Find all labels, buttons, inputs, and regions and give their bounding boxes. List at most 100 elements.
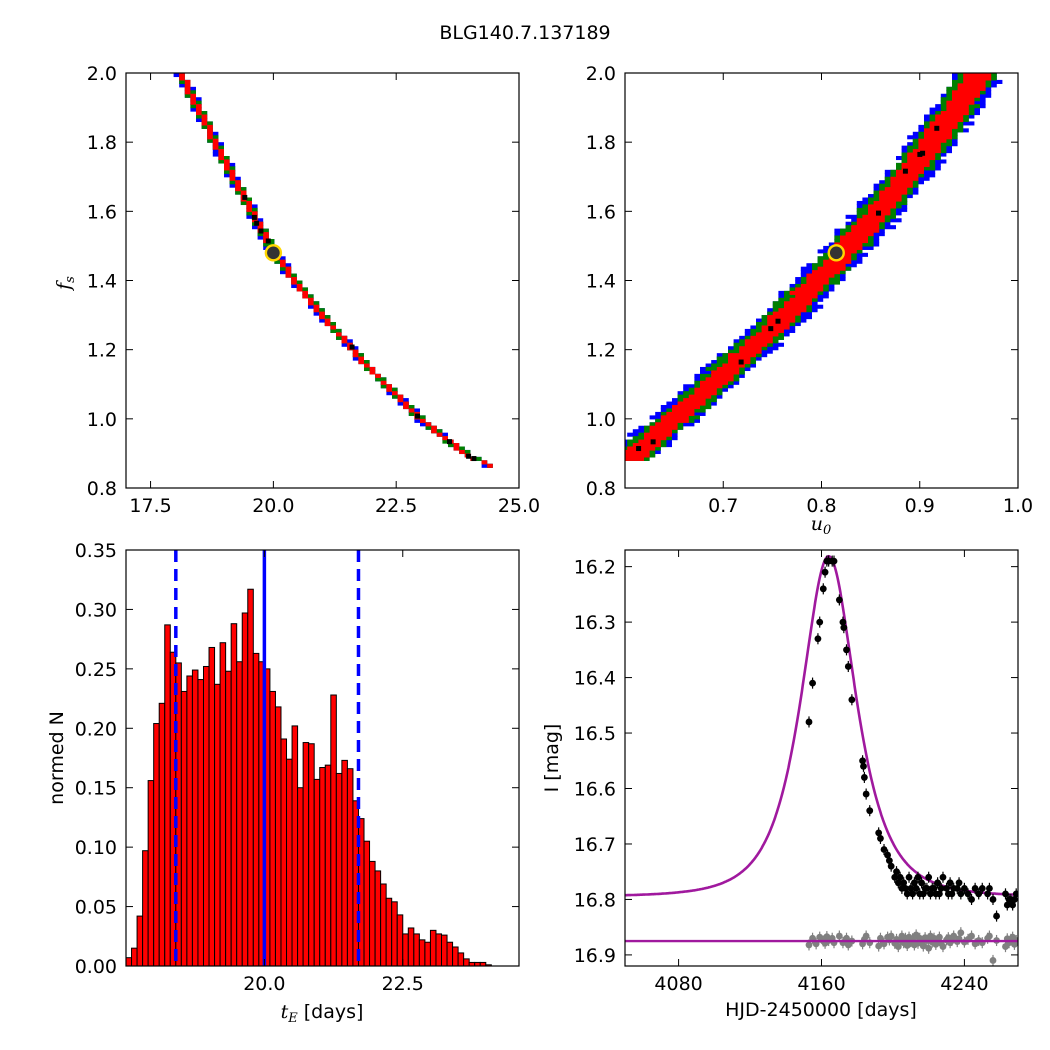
histogram-bar bbox=[252, 652, 260, 967]
heatmap-cell bbox=[896, 173, 919, 178]
histogram-bar bbox=[230, 623, 238, 967]
heatmap-cell bbox=[683, 398, 706, 403]
sample-point bbox=[917, 151, 923, 157]
heatmap-cell bbox=[800, 283, 824, 289]
data-point bbox=[880, 846, 888, 853]
heatmap-cell bbox=[184, 90, 191, 95]
heatmap-cell bbox=[873, 200, 896, 206]
histogram-bar bbox=[269, 690, 276, 967]
y-axis-label: I [mag] bbox=[541, 724, 563, 793]
histogram-bar bbox=[197, 679, 204, 967]
data-point bbox=[860, 762, 867, 770]
heatmap-cell bbox=[352, 353, 359, 358]
sample-point bbox=[471, 456, 477, 462]
heatmap-cell bbox=[184, 79, 191, 84]
data-point bbox=[989, 896, 997, 903]
heatmap-cell bbox=[840, 235, 868, 240]
heatmap-cell bbox=[784, 301, 812, 306]
sample-point bbox=[920, 150, 926, 156]
y-tick-label: 1.4 bbox=[87, 271, 117, 293]
heatmap-cell bbox=[313, 304, 320, 309]
heatmap-cell bbox=[179, 79, 191, 84]
heatmap-cell bbox=[778, 308, 807, 313]
heatmap-cell bbox=[728, 353, 756, 358]
residual-point bbox=[862, 932, 870, 940]
heatmap-cell bbox=[660, 415, 689, 420]
histogram-bar bbox=[297, 787, 304, 967]
heatmap-cell bbox=[806, 273, 835, 278]
heatmap-cell bbox=[229, 176, 236, 181]
heatmap-cell bbox=[291, 277, 297, 282]
histogram-bar bbox=[208, 646, 216, 967]
panel-lightcurve: 4080 4160 4240 16.2 16.3 16.4 16.5 16.6 16.7 16.8… bbox=[541, 549, 1019, 1021]
data-point bbox=[835, 596, 843, 604]
heatmap-cell bbox=[638, 439, 661, 444]
residual-point bbox=[887, 932, 895, 940]
y-tick-label: 0.00 bbox=[75, 956, 117, 978]
heatmap-cell bbox=[302, 290, 308, 295]
heatmap-cell bbox=[179, 76, 185, 81]
heatmap-cell bbox=[862, 214, 885, 219]
y-tick-label: 1.4 bbox=[586, 271, 616, 293]
y-tick-label: 2.0 bbox=[586, 63, 616, 85]
heatmap-cell bbox=[212, 138, 219, 143]
histogram-bar bbox=[125, 957, 133, 967]
sample-point bbox=[258, 228, 264, 234]
heatmap-cell bbox=[840, 239, 868, 244]
y-tick-label: 1.8 bbox=[87, 132, 117, 154]
heatmap-cell bbox=[789, 290, 818, 295]
histogram-bar bbox=[341, 759, 348, 967]
data-point bbox=[839, 618, 847, 626]
heatmap-cell bbox=[459, 449, 465, 455]
histogram-bar bbox=[374, 870, 382, 967]
data-point bbox=[946, 879, 954, 887]
sample-point bbox=[265, 238, 271, 244]
heatmap-cell bbox=[207, 128, 213, 133]
heatmap-cell bbox=[196, 111, 202, 116]
heatmap-cell bbox=[924, 131, 952, 136]
heatmap-cell bbox=[308, 301, 314, 306]
histogram-bar bbox=[452, 946, 459, 967]
data-point bbox=[844, 663, 852, 670]
cl-1sigma-cells bbox=[625, 73, 992, 461]
residual-point bbox=[968, 932, 975, 940]
data-point bbox=[914, 873, 922, 881]
heatmap-cell bbox=[756, 332, 779, 337]
best-fit-marker bbox=[264, 244, 283, 262]
heatmap-cell bbox=[935, 114, 964, 119]
heatmap-cell bbox=[235, 180, 241, 185]
x-tick-label: 1.0 bbox=[1003, 495, 1033, 517]
heatmap-cell bbox=[190, 100, 196, 105]
heatmap-cell bbox=[246, 207, 252, 212]
heatmap-cell bbox=[896, 169, 924, 174]
heatmap-cell bbox=[397, 394, 404, 399]
sample-point bbox=[254, 220, 260, 226]
heatmap-cell bbox=[369, 366, 376, 372]
data-point bbox=[986, 884, 993, 892]
heatmap-cell bbox=[767, 315, 796, 320]
heatmap-cell bbox=[963, 73, 992, 78]
heatmap-cell bbox=[884, 187, 908, 192]
axes-frame bbox=[125, 549, 520, 967]
heatmap-cell bbox=[688, 394, 712, 399]
heatmap-cell bbox=[257, 225, 264, 230]
data-point bbox=[934, 879, 942, 887]
heatmap-cell bbox=[263, 235, 269, 240]
histogram-bar bbox=[308, 743, 315, 967]
histogram-bar bbox=[291, 725, 299, 967]
heatmap-cell bbox=[229, 173, 236, 178]
heatmap-cell bbox=[302, 294, 308, 299]
heatmap-cell bbox=[212, 145, 219, 150]
data-point bbox=[887, 862, 895, 870]
heatmap-cell bbox=[352, 349, 359, 354]
heatmap-cell bbox=[201, 121, 208, 126]
heatmap-cell bbox=[313, 308, 320, 313]
y-tick-label: 1.8 bbox=[586, 132, 616, 154]
heatmap-cell bbox=[834, 245, 863, 250]
residual-point bbox=[805, 941, 813, 949]
heatmap-cell bbox=[481, 460, 488, 465]
histogram-bar bbox=[346, 768, 354, 967]
heatmap-cell bbox=[280, 259, 286, 264]
heatmap-cell bbox=[946, 107, 969, 112]
histogram-bar bbox=[180, 690, 188, 967]
